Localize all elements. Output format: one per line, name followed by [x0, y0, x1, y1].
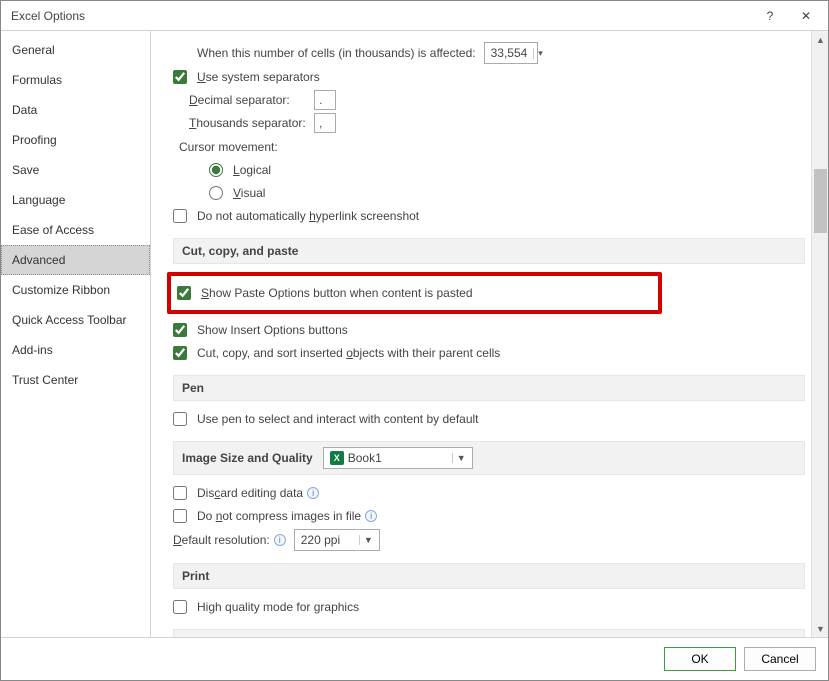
- highlighted-option: Show Paste Options button when content i…: [167, 272, 662, 314]
- section-pen-title: Pen: [182, 381, 204, 395]
- scroll-up-icon[interactable]: ▲: [812, 31, 829, 48]
- cursor-logical-radio[interactable]: [209, 163, 223, 177]
- cursor-visual-row: Visual: [209, 183, 805, 203]
- titlebar: Excel Options ? ✕: [1, 1, 828, 31]
- help-icon: ?: [767, 9, 774, 23]
- cells-affected-row: When this number of cells (in thousands)…: [191, 42, 805, 64]
- sidebar-item-general[interactable]: General: [1, 35, 150, 65]
- sidebar-item-proofing[interactable]: Proofing: [1, 125, 150, 155]
- use-system-separators-checkbox[interactable]: [173, 70, 187, 84]
- default-resolution-row: Default resolution: i 220 ppi ▼: [173, 529, 805, 551]
- sidebar-item-customize-ribbon[interactable]: Customize Ribbon: [1, 275, 150, 305]
- scroll-down-icon[interactable]: ▼: [812, 620, 829, 637]
- sidebar-item-save[interactable]: Save: [1, 155, 150, 185]
- cells-affected-label: When this number of cells (in thousands)…: [197, 46, 476, 60]
- section-print: Print: [173, 563, 805, 589]
- default-resolution-combo[interactable]: 220 ppi ▼: [294, 529, 380, 551]
- show-paste-options-checkbox[interactable]: [177, 286, 191, 300]
- sidebar-item-advanced[interactable]: Advanced: [1, 245, 150, 275]
- decimal-separator-row: Decimal separator:: [183, 90, 805, 110]
- cursor-logical-label: Logical: [233, 163, 271, 177]
- use-pen-row: Use pen to select and interact with cont…: [173, 409, 805, 429]
- section-image-size: Image Size and Quality X Book1 ▼: [173, 441, 805, 475]
- discard-editing-row: Discard editing data i: [173, 483, 805, 503]
- sidebar-item-data[interactable]: Data: [1, 95, 150, 125]
- use-pen-label: Use pen to select and interact with cont…: [197, 412, 479, 426]
- cells-affected-spinner[interactable]: 33,554 ▾: [484, 42, 538, 64]
- close-button[interactable]: ✕: [788, 2, 824, 30]
- show-paste-options-row: Show Paste Options button when content i…: [177, 283, 652, 303]
- image-workbook-value: Book1: [348, 451, 382, 465]
- category-sidebar: General Formulas Data Proofing Save Lang…: [1, 31, 151, 637]
- cursor-movement-label: Cursor movement:: [179, 140, 278, 154]
- sidebar-item-ease-of-access[interactable]: Ease of Access: [1, 215, 150, 245]
- sort-objects-label: Cut, copy, and sort inserted objects wit…: [197, 346, 500, 360]
- excel-file-icon: X: [330, 451, 344, 465]
- discard-editing-checkbox[interactable]: [173, 486, 187, 500]
- show-paste-options-label: Show Paste Options button when content i…: [201, 286, 473, 300]
- use-pen-checkbox[interactable]: [173, 412, 187, 426]
- section-chart: Chart: [173, 629, 805, 637]
- sort-objects-row: Cut, copy, and sort inserted objects wit…: [173, 343, 805, 363]
- decimal-separator-input[interactable]: [314, 90, 336, 110]
- decimal-separator-label: Decimal separator:: [189, 93, 314, 107]
- hyperlink-screenshot-label: Do not automatically hyperlink screensho…: [197, 209, 419, 223]
- show-insert-options-checkbox[interactable]: [173, 323, 187, 337]
- sidebar-item-formulas[interactable]: Formulas: [1, 65, 150, 95]
- hq-graphics-row: High quality mode for graphics: [173, 597, 805, 617]
- close-icon: ✕: [801, 9, 811, 23]
- use-system-separators-label: Use system separators: [197, 70, 320, 84]
- spinner-icon: ▾: [533, 48, 547, 59]
- no-compress-row: Do not compress images in file i: [173, 506, 805, 526]
- sidebar-item-language[interactable]: Language: [1, 185, 150, 215]
- section-print-title: Print: [182, 569, 209, 583]
- content-wrap: When this number of cells (in thousands)…: [151, 31, 828, 637]
- scrollbar-thumb[interactable]: [814, 169, 827, 233]
- cursor-logical-row: Logical: [209, 160, 805, 180]
- default-resolution-label: Default resolution:: [173, 533, 270, 547]
- chevron-down-icon: ▼: [359, 535, 377, 545]
- hq-graphics-checkbox[interactable]: [173, 600, 187, 614]
- dialog-body: General Formulas Data Proofing Save Lang…: [1, 31, 828, 638]
- section-chart-title: Chart: [182, 635, 213, 637]
- section-cut-copy-paste-title: Cut, copy, and paste: [182, 244, 298, 258]
- hq-graphics-label: High quality mode for graphics: [197, 600, 359, 614]
- section-cut-copy-paste: Cut, copy, and paste: [173, 238, 805, 264]
- cursor-movement-label-row: Cursor movement:: [173, 137, 805, 157]
- dialog-footer: OK Cancel: [1, 638, 828, 680]
- thousands-separator-input[interactable]: [314, 113, 336, 133]
- vertical-scrollbar[interactable]: ▲ ▼: [811, 31, 828, 637]
- thousands-separator-label: Thousands separator:: [189, 116, 314, 130]
- info-icon[interactable]: i: [365, 510, 377, 522]
- use-system-separators-row: Use system separators: [173, 67, 805, 87]
- hyperlink-screenshot-row: Do not automatically hyperlink screensho…: [173, 206, 805, 226]
- sort-objects-checkbox[interactable]: [173, 346, 187, 360]
- show-insert-options-label: Show Insert Options buttons: [197, 323, 348, 337]
- cells-affected-value: 33,554: [491, 46, 528, 60]
- help-button[interactable]: ?: [752, 2, 788, 30]
- excel-options-dialog: Excel Options ? ✕ General Formulas Data …: [0, 0, 829, 681]
- cursor-visual-label: Visual: [233, 186, 265, 200]
- options-content: When this number of cells (in thousands)…: [151, 31, 811, 637]
- no-compress-checkbox[interactable]: [173, 509, 187, 523]
- section-pen: Pen: [173, 375, 805, 401]
- chevron-down-icon: ▼: [452, 453, 470, 463]
- window-title: Excel Options: [11, 9, 752, 23]
- sidebar-item-add-ins[interactable]: Add-ins: [1, 335, 150, 365]
- cursor-visual-radio[interactable]: [209, 186, 223, 200]
- thousands-separator-row: Thousands separator:: [183, 113, 805, 133]
- default-resolution-value: 220 ppi: [301, 533, 340, 547]
- image-workbook-combo[interactable]: X Book1 ▼: [323, 447, 473, 469]
- info-icon[interactable]: i: [307, 487, 319, 499]
- discard-editing-label: Discard editing data: [197, 486, 303, 500]
- cancel-button[interactable]: Cancel: [744, 647, 816, 671]
- hyperlink-screenshot-checkbox[interactable]: [173, 209, 187, 223]
- info-icon[interactable]: i: [274, 534, 286, 546]
- no-compress-label: Do not compress images in file: [197, 509, 361, 523]
- ok-button[interactable]: OK: [664, 647, 736, 671]
- sidebar-item-trust-center[interactable]: Trust Center: [1, 365, 150, 395]
- sidebar-item-quick-access-toolbar[interactable]: Quick Access Toolbar: [1, 305, 150, 335]
- show-insert-options-row: Show Insert Options buttons: [173, 320, 805, 340]
- section-image-size-title: Image Size and Quality: [182, 451, 313, 465]
